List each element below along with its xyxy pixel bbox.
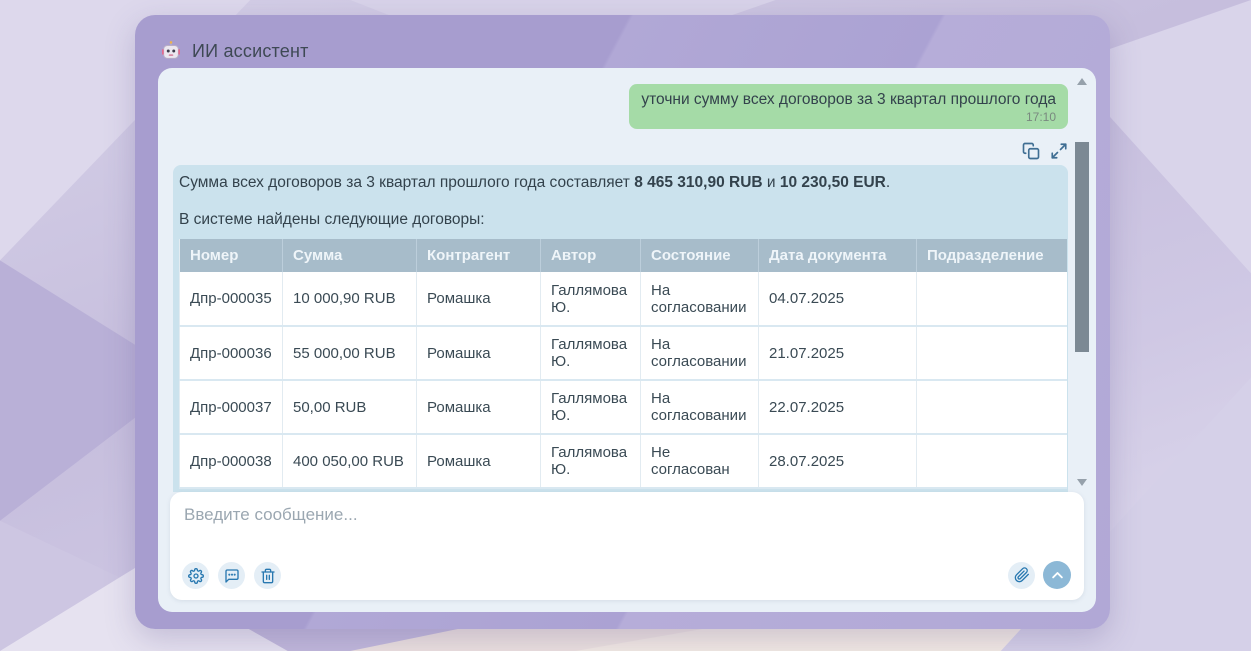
- copy-button[interactable]: [1022, 142, 1040, 160]
- trash-icon: [260, 568, 275, 583]
- column-header: Состояние: [640, 239, 759, 272]
- message-actions: [1022, 142, 1068, 160]
- send-button[interactable]: [1043, 561, 1071, 589]
- table-cell: 21.07.2025: [758, 326, 917, 381]
- column-header: Номер: [179, 239, 283, 272]
- user-message-bubble: уточни сумму всех договоров за 3 квартал…: [629, 84, 1068, 129]
- table-cell: На согласовании: [640, 272, 759, 327]
- column-header: Контрагент: [416, 239, 541, 272]
- table-cell: Ромашка: [416, 380, 541, 435]
- assistant-message-bubble: Сумма всех договоров за 3 квартал прошло…: [173, 165, 1068, 492]
- table-cell: Галлямова Ю.: [540, 272, 641, 327]
- table-cell: На согласовании: [640, 380, 759, 435]
- table-cell: 55 000,00 RUB: [282, 326, 417, 381]
- table-cell: 22.07.2025: [758, 380, 917, 435]
- table-cell: Дпр-000037: [179, 380, 283, 435]
- window-title: ИИ ассистент: [192, 40, 309, 61]
- table-intro-text: В системе найдены следующие договоры:: [179, 211, 485, 228]
- table-cell: 50,00 RUB: [282, 380, 417, 435]
- window-header: ИИ ассистент: [135, 15, 1110, 67]
- table-cell: На согласовании: [640, 326, 759, 381]
- messages-scrollbar[interactable]: [1075, 70, 1090, 490]
- copy-icon: [1022, 142, 1040, 160]
- message-input[interactable]: [184, 500, 1044, 530]
- column-header: Подразделение: [916, 239, 1067, 272]
- table-cell: 10 000,90 RUB: [282, 272, 417, 327]
- table-cell: [916, 272, 1067, 327]
- summary-text: Сумма всех договоров за 3 квартал прошло…: [179, 174, 1062, 192]
- table-cell: Ромашка: [416, 326, 541, 381]
- table-cell: [916, 326, 1067, 381]
- table-cell: Дпр-000036: [179, 326, 283, 381]
- user-message-text: уточни сумму всех договоров за 3 квартал…: [641, 91, 1056, 108]
- table-cell: 400 050,00 RUB: [282, 434, 417, 489]
- paperclip-icon: [1014, 567, 1029, 583]
- input-right-tools: [1008, 561, 1071, 589]
- column-header: Дата документа: [758, 239, 917, 272]
- expand-icon: [1051, 143, 1067, 159]
- scroll-down-icon[interactable]: [1077, 479, 1087, 486]
- assistant-window: ИИ ассистент уточни сумму всех договоров…: [135, 15, 1110, 629]
- table-row: Дпр-000035 10 000,90 RUB Ромашка Галлямова …: [179, 272, 1067, 327]
- chat-history-button[interactable]: [218, 562, 245, 589]
- table-cell: [916, 380, 1067, 435]
- input-toolbar: [182, 562, 281, 589]
- scroll-up-icon[interactable]: [1077, 78, 1087, 85]
- message-timestamp: 17:10: [1025, 110, 1056, 124]
- table-header-row: Номер Сумма Контрагент Автор Состояние Дата д…: [179, 239, 1067, 272]
- column-header: Автор: [540, 239, 641, 272]
- summary-suffix: .: [885, 174, 891, 191]
- table-row: Дпр-000037 50,00 RUB Ромашка Галлямова Ю. На…: [179, 380, 1067, 435]
- table-cell: Галлямова Ю.: [540, 434, 641, 489]
- message-input-box: [170, 492, 1084, 600]
- table-cell: Ромашка: [416, 272, 541, 327]
- messages-area[interactable]: уточни сумму всех договоров за 3 квартал…: [158, 68, 1096, 492]
- table-cell: 28.07.2025: [758, 434, 917, 489]
- table-cell: Дпр-000035: [179, 272, 283, 327]
- table-row: Дпр-000038 400 050,00 RUB Ромашка Галлямова…: [179, 434, 1067, 489]
- contracts-table: Номер Сумма Контрагент Автор Состояние Дата д…: [179, 239, 1067, 489]
- robot-icon: [162, 41, 180, 59]
- expand-button[interactable]: [1050, 142, 1068, 160]
- chevron-up-icon: [1051, 571, 1063, 578]
- table-cell: [916, 434, 1067, 489]
- gear-icon: [187, 567, 204, 584]
- scrollbar-thumb[interactable]: [1075, 142, 1089, 352]
- clear-chat-button[interactable]: [254, 562, 281, 589]
- chat-bubble-icon: [224, 568, 239, 583]
- table-cell: Дпр-000038: [179, 434, 283, 489]
- table-row: Дпр-000036 55 000,00 RUB Ромашка Галлямова …: [179, 326, 1067, 381]
- table-cell: Галлямова Ю.: [540, 326, 641, 381]
- table-cell: 04.07.2025: [758, 272, 917, 327]
- table-cell: Ромашка: [416, 434, 541, 489]
- settings-button[interactable]: [182, 562, 209, 589]
- chat-panel: уточни сумму всех договоров за 3 квартал…: [158, 68, 1096, 612]
- table-cell: Не согласован: [640, 434, 759, 489]
- amount-rub: 8 465 310,90 RUB: [634, 174, 763, 191]
- attach-file-button[interactable]: [1008, 561, 1035, 589]
- table-cell: Галлямова Ю.: [540, 380, 641, 435]
- column-header: Сумма: [282, 239, 417, 272]
- amount-eur: 10 230,50 EUR: [779, 174, 886, 191]
- conjunction: и: [762, 174, 780, 191]
- summary-prefix: Сумма всех договоров за 3 квартал прошло…: [179, 174, 635, 191]
